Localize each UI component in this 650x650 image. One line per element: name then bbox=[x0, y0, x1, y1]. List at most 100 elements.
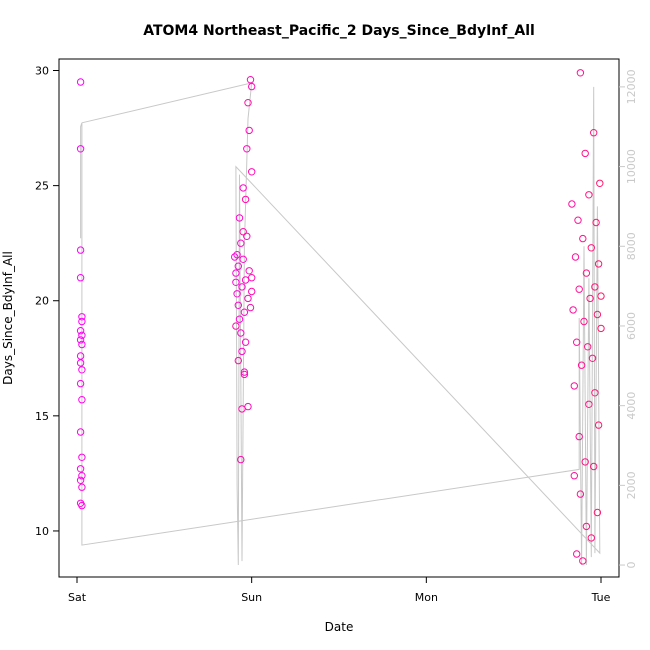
y2-tick-label: 4000 bbox=[625, 392, 638, 420]
data-point bbox=[584, 343, 592, 351]
data-point bbox=[586, 294, 594, 303]
data-point bbox=[593, 508, 602, 517]
data-point bbox=[234, 356, 243, 365]
data-point bbox=[238, 283, 246, 291]
data-point bbox=[76, 352, 85, 360]
data-point bbox=[590, 129, 598, 137]
data-point bbox=[78, 501, 86, 510]
data-point bbox=[76, 428, 85, 436]
data-point bbox=[571, 253, 580, 261]
data-point bbox=[76, 246, 85, 254]
y-axis-title: Days_Since_BdyInf_All bbox=[1, 251, 15, 385]
data-point bbox=[78, 331, 86, 339]
data-point bbox=[581, 458, 589, 466]
data-point bbox=[579, 234, 587, 243]
data-point bbox=[76, 359, 85, 367]
data-point bbox=[575, 432, 583, 441]
x-tick-label: Mon bbox=[415, 591, 438, 604]
data-point bbox=[78, 366, 86, 374]
data-point bbox=[244, 99, 252, 107]
data-point bbox=[232, 269, 240, 277]
data-point bbox=[240, 370, 249, 379]
data-point bbox=[239, 184, 247, 192]
data-point bbox=[585, 400, 593, 408]
y2-tick-label: 8000 bbox=[625, 232, 638, 260]
data-point bbox=[78, 313, 86, 321]
data-point bbox=[570, 382, 578, 390]
data-point bbox=[76, 336, 85, 344]
data-point bbox=[591, 389, 599, 397]
data-point bbox=[244, 402, 252, 411]
data-point bbox=[246, 303, 255, 312]
data-point bbox=[235, 315, 244, 323]
point-layer bbox=[76, 69, 605, 565]
data-point bbox=[76, 327, 85, 335]
data-point bbox=[582, 522, 591, 531]
y2-tick-label: 0 bbox=[625, 562, 638, 569]
y2-tick-label: 12000 bbox=[625, 69, 638, 104]
y-tick-label: 10 bbox=[35, 525, 49, 538]
data-point bbox=[237, 455, 245, 464]
data-point bbox=[78, 453, 86, 461]
data-point bbox=[237, 239, 245, 247]
data-point bbox=[78, 396, 86, 404]
data-point bbox=[238, 347, 246, 356]
data-point bbox=[246, 76, 255, 84]
data-point bbox=[596, 179, 604, 188]
data-point bbox=[245, 126, 253, 135]
data-point bbox=[580, 317, 588, 326]
data-point bbox=[573, 550, 581, 558]
data-point bbox=[244, 294, 252, 303]
axis-layer: Sat Sun Mon Tue 10 15 20 25 30 0 2000 4000 6000 8000 1… bbox=[35, 65, 638, 604]
data-point bbox=[575, 285, 583, 293]
data-point bbox=[587, 534, 595, 542]
data-point bbox=[243, 145, 251, 153]
data-point bbox=[232, 322, 240, 330]
data-point bbox=[585, 191, 593, 199]
line-layer bbox=[80, 82, 601, 566]
data-point bbox=[239, 255, 247, 263]
data-point bbox=[241, 195, 250, 204]
data-point bbox=[76, 379, 85, 388]
data-point bbox=[76, 145, 85, 153]
data-point bbox=[237, 329, 245, 337]
data-point bbox=[597, 292, 605, 300]
data-point bbox=[577, 361, 586, 369]
x-tick-label: Sun bbox=[241, 591, 262, 604]
data-point bbox=[587, 244, 595, 252]
data-point bbox=[78, 472, 86, 480]
data-point bbox=[248, 274, 256, 282]
data-point bbox=[245, 267, 253, 275]
chart-title: ATOM4 Northeast_Pacific_2 Days_Since_Bdy… bbox=[143, 23, 535, 39]
data-point bbox=[238, 405, 246, 413]
plot-frame bbox=[58, 58, 620, 578]
data-point bbox=[573, 338, 581, 346]
data-point bbox=[576, 490, 585, 498]
y-tick-label: 20 bbox=[35, 295, 49, 308]
data-point bbox=[594, 421, 603, 429]
data-point bbox=[591, 283, 599, 291]
data-point bbox=[239, 228, 247, 236]
y-tick-label: 30 bbox=[35, 65, 49, 78]
y2-tick-label: 6000 bbox=[625, 312, 638, 340]
data-point bbox=[76, 465, 85, 473]
data-point bbox=[231, 253, 239, 261]
y2-tick-label: 2000 bbox=[625, 471, 638, 499]
data-point bbox=[590, 462, 598, 471]
data-point bbox=[569, 306, 577, 314]
data-point bbox=[241, 276, 250, 284]
data-point bbox=[234, 301, 243, 309]
line-series bbox=[80, 82, 601, 566]
data-point bbox=[597, 324, 605, 333]
data-point bbox=[240, 368, 249, 376]
data-point bbox=[241, 338, 250, 346]
data-point bbox=[78, 317, 86, 326]
y-tick-label: 15 bbox=[35, 410, 49, 423]
data-point bbox=[233, 251, 241, 259]
x-axis-title: Date bbox=[325, 620, 354, 634]
data-point bbox=[233, 290, 241, 298]
data-point bbox=[574, 216, 582, 224]
data-point bbox=[568, 200, 576, 208]
